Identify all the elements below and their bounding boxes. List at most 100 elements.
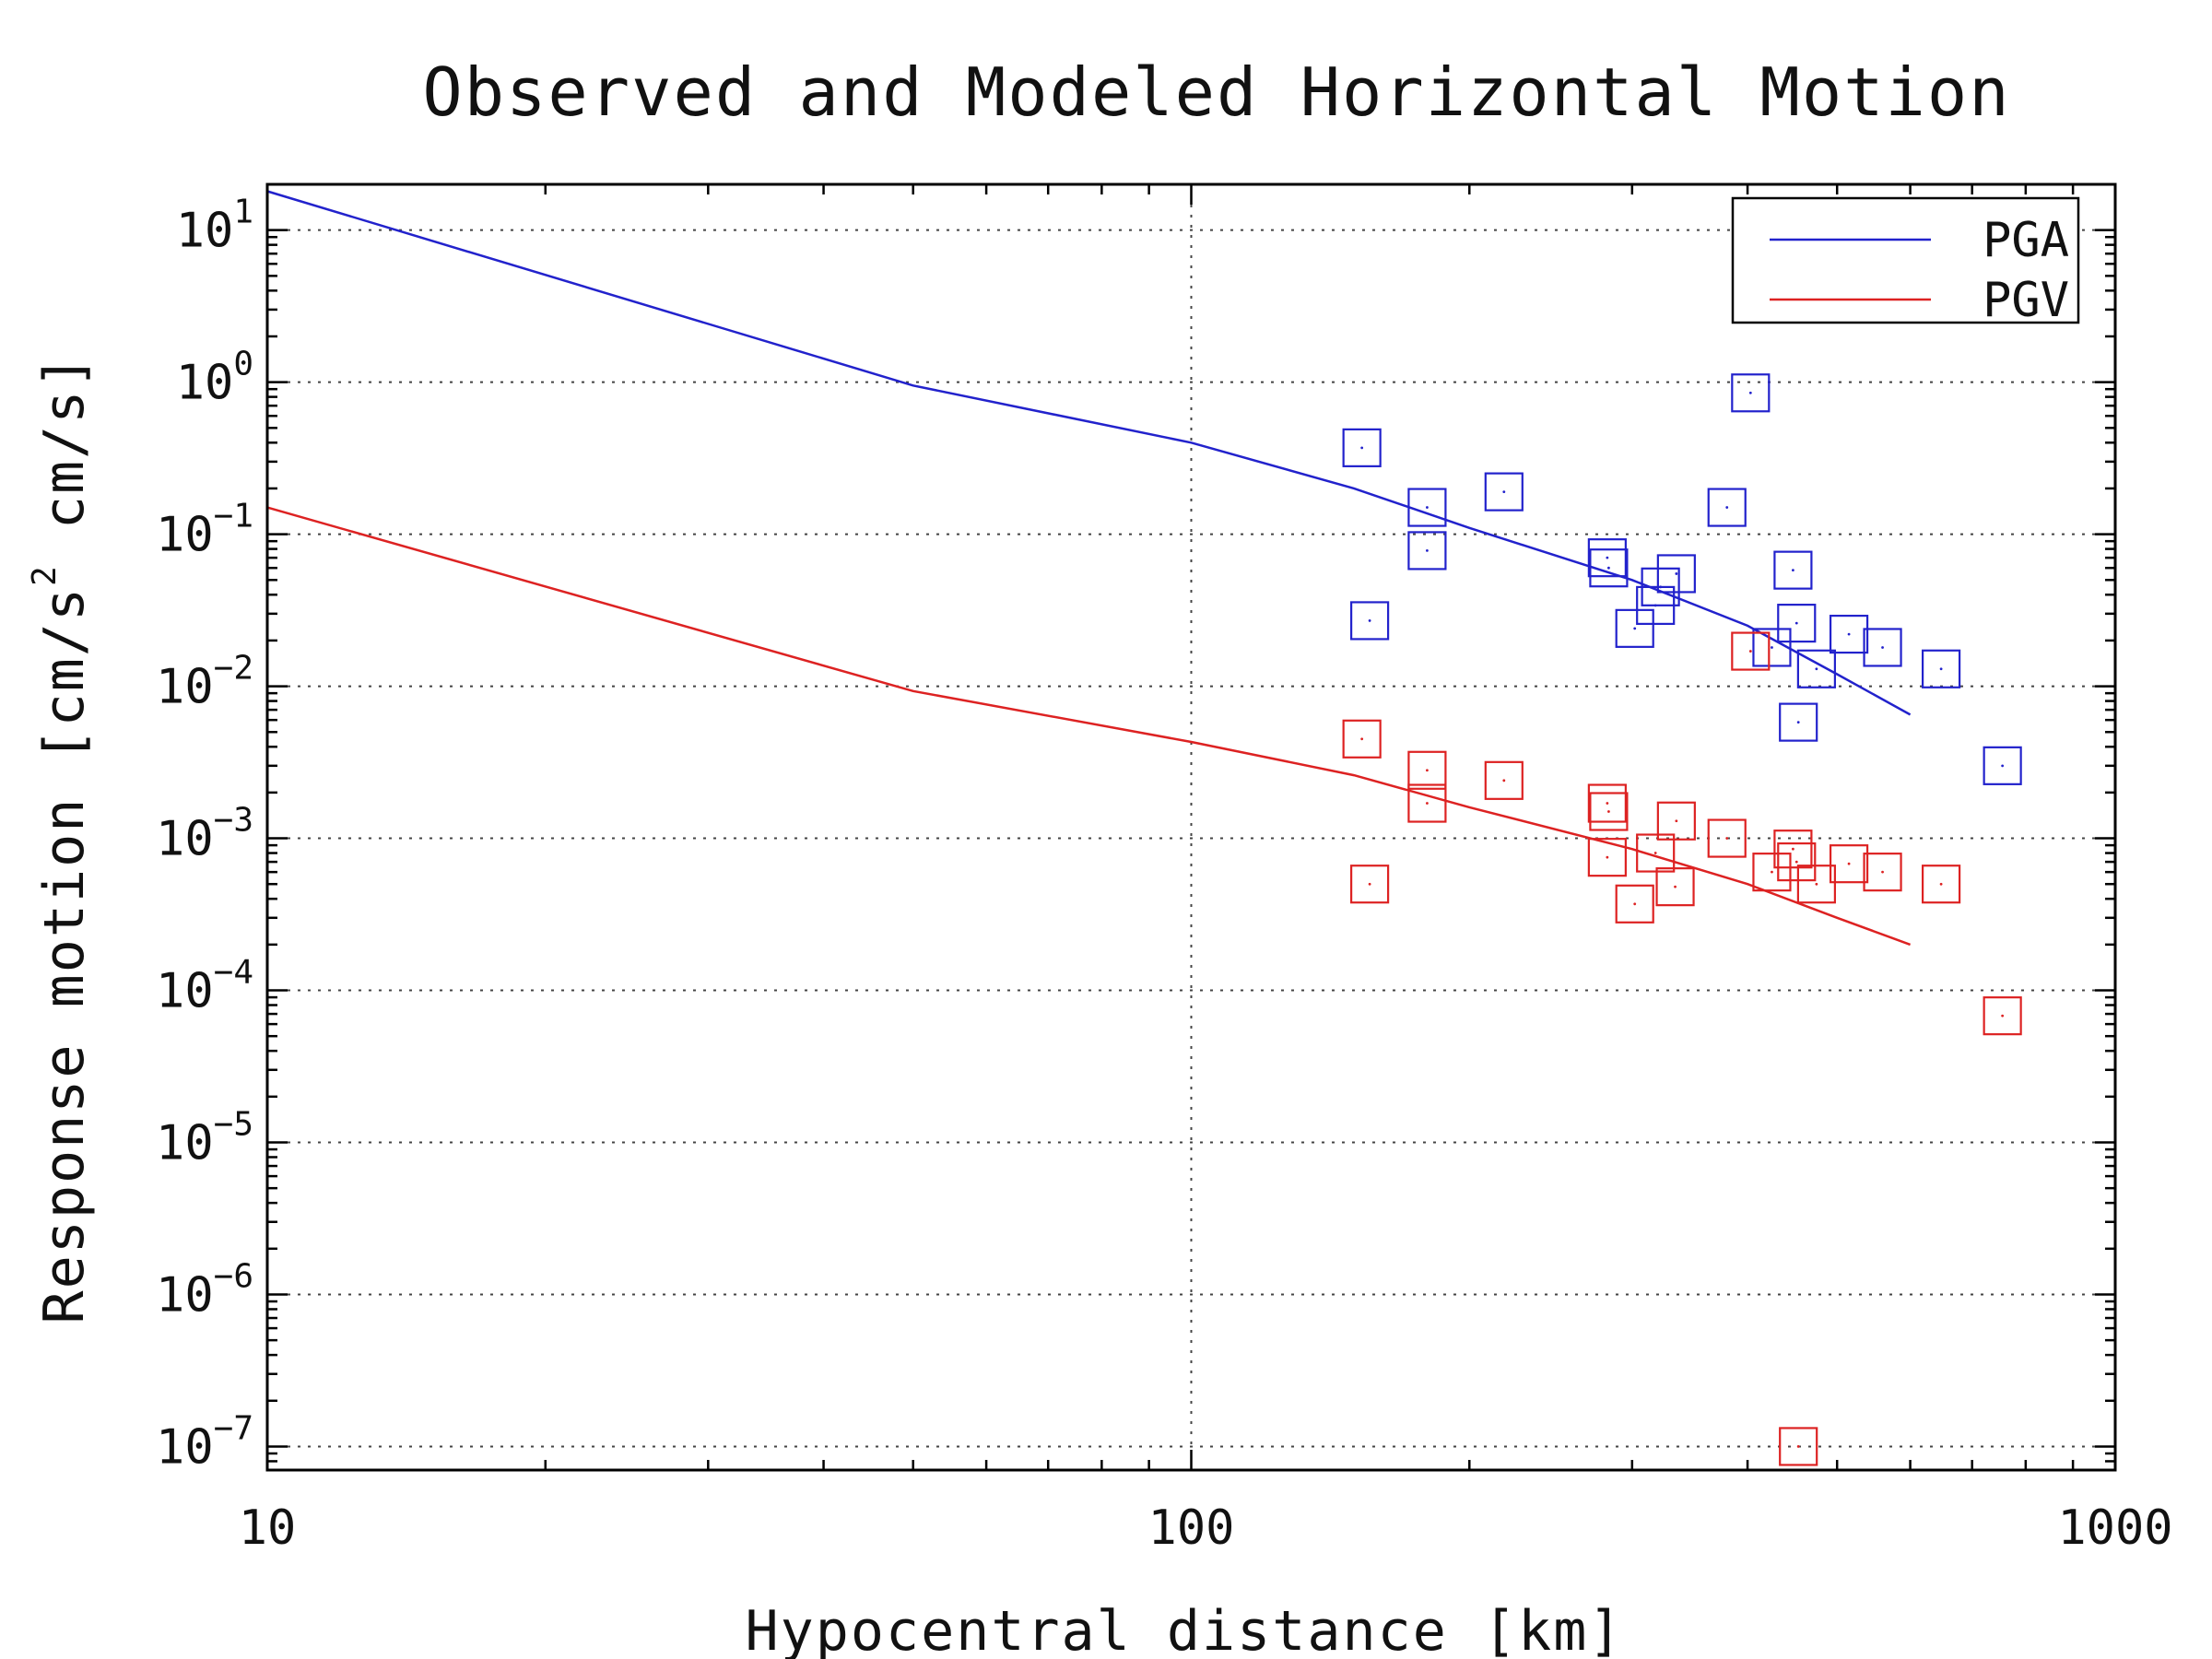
pga-observed-center (1360, 446, 1364, 450)
pga-observed-center (1847, 632, 1851, 636)
y-tick-base: 10 (156, 964, 214, 1019)
pga-observed-point (1829, 614, 1869, 654)
pgv-observed-point (1773, 830, 1813, 869)
pga-observed-marker (1922, 649, 1961, 688)
pga-observed-point (1777, 604, 1817, 643)
y-tick-exponent: −1 (214, 498, 253, 535)
x-tick-label: 100 (1148, 1500, 1235, 1556)
pgv-observed-center (1426, 802, 1429, 805)
pgv-observed-center (1792, 847, 1794, 851)
legend-item-pgv: PGV (1770, 273, 2069, 328)
y-tick-label: 10−5 (156, 1105, 253, 1171)
y-tick-label: 101 (176, 194, 253, 259)
pga-observed-center (1426, 549, 1429, 552)
pgv-observed-point (1407, 783, 1447, 823)
pga-observed-point (1407, 488, 1447, 527)
pgv-observed-center (1675, 819, 1678, 823)
legend-label: PGV (1983, 273, 2069, 328)
pgv-observed-point (1407, 750, 1447, 790)
pgv-observed-center (1815, 882, 1818, 886)
pgv-observed-point (1587, 838, 1627, 877)
pgv-observed-marker (1484, 760, 1524, 800)
pgv-observed-point (1484, 760, 1524, 800)
pgv-observed-point (1777, 842, 1817, 882)
pgv-observed-marker (1707, 818, 1747, 858)
pga-observed-point (1773, 550, 1813, 590)
pga-observed-point (1656, 554, 1696, 594)
pga-observed-center (1725, 506, 1729, 509)
pgv-observed-center (1939, 882, 1943, 886)
y-tick-exponent: −6 (214, 1257, 253, 1295)
pga-observed-marker (1731, 373, 1771, 413)
pgv-observed-marker (1922, 865, 1961, 904)
pgv-observed-marker (1350, 865, 1390, 904)
tick-layer (265, 182, 2117, 1472)
pga-observed-point (1707, 488, 1747, 527)
pga-observed-point (1342, 428, 1382, 467)
pgv-observed-marker (1342, 719, 1382, 759)
pga-observed-center (1606, 556, 1609, 559)
pgv-observed-center (1748, 650, 1752, 653)
y-tick-label: 10−7 (156, 1409, 253, 1475)
pgv-observed-marker (1407, 750, 1447, 790)
pga-observed-marker (1983, 746, 2022, 785)
pga-observed-point (1587, 538, 1627, 578)
pgv-observed-marker (1863, 853, 1902, 892)
pga-observed-marker (1615, 608, 1654, 648)
pgv-observed-marker (1773, 830, 1813, 869)
pga-observed-point (1407, 531, 1447, 571)
pgv-observed-marker (1589, 792, 1629, 831)
pga-observed-point (1484, 472, 1524, 512)
pga-observed-marker (1656, 554, 1696, 594)
pgv-observed-center (2001, 1014, 2005, 1018)
pgv-model-line (266, 506, 1912, 947)
pgv-observed-center (1633, 902, 1637, 906)
pgv-observed-marker (1777, 842, 1817, 882)
y-tick-label: 10−4 (156, 954, 253, 1019)
legend-label: PGA (1983, 213, 2069, 268)
pgv-observed-marker (1407, 783, 1447, 823)
pgv-observed-point (1350, 865, 1390, 904)
pgv-observed-marker (1656, 801, 1696, 841)
pgv-observed-center (1368, 882, 1371, 886)
y-axis-label: Response motion [cm/s2 cm/s] (26, 353, 97, 1324)
y-tick-base: 10 (156, 1419, 214, 1475)
y-tick-exponent: −7 (214, 1409, 253, 1447)
y-tick-exponent: 1 (233, 194, 253, 231)
pga-observed-point (1615, 608, 1654, 648)
pga-observed-center (1675, 572, 1678, 575)
pga-observed-marker (1779, 702, 1818, 742)
y-tick-exponent: −2 (214, 650, 253, 688)
y-tick-exponent: −4 (214, 954, 253, 992)
y-tick-base: 10 (156, 508, 214, 563)
pgv-observed-point (1779, 1427, 1818, 1466)
pgv-observed-center (1426, 769, 1429, 772)
pgv-observed-point (1922, 865, 1961, 904)
pga-observed-marker (1350, 601, 1390, 641)
y-tick-exponent: −3 (214, 802, 253, 840)
pgv-observed-marker (1615, 884, 1654, 924)
pga-observed-marker (1752, 628, 1792, 667)
pga-observed-marker (1484, 472, 1524, 512)
pgv-observed-point (1983, 996, 2022, 1036)
pgv-observed-marker (1636, 833, 1676, 873)
y-tick-exponent: 0 (233, 346, 253, 383)
x-axis-label: Hypocentral distance [km] (745, 1599, 1623, 1659)
pga-observed-center (1368, 619, 1371, 622)
y-tick-exponent: −5 (214, 1105, 253, 1143)
legend-box (1731, 196, 2080, 324)
pga-observed-center (1881, 646, 1884, 649)
pgv-observed-point (1752, 853, 1792, 892)
y-tick-base: 10 (156, 1115, 214, 1171)
pgv-observed-point (1589, 792, 1629, 831)
pga-observed-point (1922, 649, 1961, 688)
pgv-observed-point (1615, 884, 1654, 924)
pgv-observed-center (1606, 855, 1609, 859)
pgv-observed-marker (1587, 838, 1627, 877)
pgv-observed-center (1502, 779, 1506, 782)
pga-observed-marker (1342, 428, 1382, 467)
pga-observed-marker (1407, 488, 1447, 527)
y-axis-label-suffix: cm/s] (32, 353, 97, 564)
y-tick-label: 10−6 (156, 1257, 253, 1323)
